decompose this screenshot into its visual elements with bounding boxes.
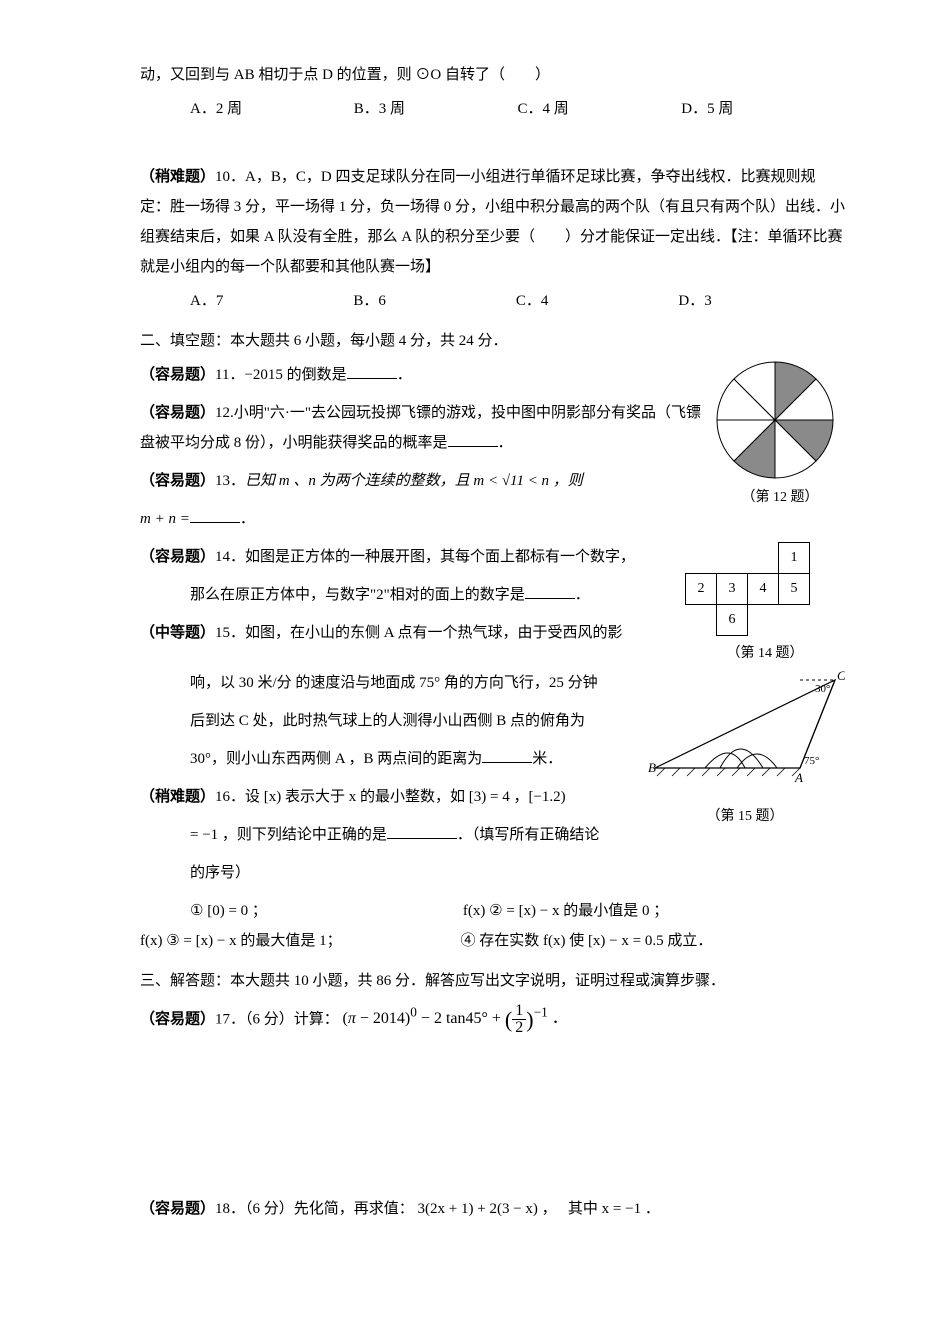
q10-choices: A．7 B．6 C．4 D．3 xyxy=(190,286,845,316)
q18-expr: 3(2x + 1) + 2(3 − x) ， xyxy=(418,1201,550,1217)
q17-expression: (π − 2014)0 − 2 tan45° + (12)−1 ． xyxy=(343,1010,568,1027)
q16-line3: 的序号） xyxy=(190,858,845,888)
q10-num: 10． xyxy=(215,169,245,185)
q14-text-a: 如图是正方体的一种展开图，其每个面上都标有一个数字， xyxy=(245,549,635,565)
q16-blank xyxy=(387,823,457,839)
q13-line2-a: m + n = xyxy=(140,511,190,527)
point-c-label: C xyxy=(837,668,845,683)
pie-chart-icon xyxy=(715,360,835,480)
q10-choice-a: A．7 xyxy=(190,286,223,316)
q17-text: （6 分）计算： xyxy=(245,1011,339,1027)
q16-subitems-row2: f(x) ③ = [x) − x 的最大值是 1； ④ 存在实数 f(x) 使 … xyxy=(140,926,845,956)
q18-text-b: 其中 x = −1 ． xyxy=(568,1201,660,1217)
fig-q15: 30° 75° B A C （第 15 题） xyxy=(645,668,845,831)
q14-blank xyxy=(525,583,575,599)
q9-choice-c: C．4 周 xyxy=(518,94,682,124)
q14-line2-b: ． xyxy=(575,587,590,603)
q15-blank xyxy=(482,747,532,763)
angle-75-label: 75° xyxy=(804,755,819,767)
angle-30-label: 30° xyxy=(815,683,830,695)
q17: （容易题）17．（6 分）计算： (π − 2014)0 − 2 tan45° … xyxy=(140,1000,845,1036)
q10-choice-b: B．6 xyxy=(353,286,386,316)
section2-header: 二、填空题：本大题共 6 小题，每小题 4 分，共 24 分． xyxy=(140,326,845,356)
q11-tag: （容易题） xyxy=(140,367,215,383)
point-b-label: B xyxy=(648,760,656,775)
q10-tag: （稍难题） xyxy=(140,169,215,185)
q13-num: 13． xyxy=(215,473,245,489)
q18-text-a: （6 分）先化简，再求值： xyxy=(245,1201,414,1217)
q10-choice-d: D．3 xyxy=(678,286,711,316)
triangle-diagram-icon: 30° 75° B A C xyxy=(645,668,845,788)
q15-tag: （中等题） xyxy=(140,625,215,641)
q16-sub1: ① [0) = 0 ； xyxy=(190,896,463,926)
q14-line2-a: 那么在原正方体中，与数字"2"相对的面上的数字是 xyxy=(190,587,525,603)
q16-line2-b: ．（填写所有正确结论 xyxy=(457,827,600,843)
q15-num: 15． xyxy=(215,625,245,641)
q11-blank xyxy=(347,363,397,379)
q13-line2-b: ． xyxy=(240,511,255,527)
q18-num: 18． xyxy=(215,1201,245,1217)
q16-sub2: f(x) ② = [x) − x 的最小值是 0 ； xyxy=(463,896,845,926)
q16-num: 16． xyxy=(215,789,245,805)
fig-q15-caption: （第 15 题） xyxy=(645,803,845,831)
q9-continuation: 动，又回到与 AB 相切于点 D 的位置，则 ⊙O 自转了（ ） A．2 周 B… xyxy=(140,60,845,124)
q14-num: 14． xyxy=(215,549,245,565)
section3-header: 三、解答题：本大题共 10 小题，共 86 分．解答应写出文字说明，证明过程或演… xyxy=(140,966,845,996)
q18-tag: （容易题） xyxy=(140,1201,215,1217)
fig-q14-caption: （第 14 题） xyxy=(685,640,845,668)
q16-line2-a: = −1 ，则下列结论中正确的是 xyxy=(190,827,387,843)
q9-choices: A．2 周 B．3 周 C．4 周 D．5 周 xyxy=(190,94,845,124)
q12-blank xyxy=(448,431,498,447)
q15-line4-a: 30°，则小山东西两侧 A ，B 两点间的距离为 xyxy=(190,751,482,767)
q10-text: A，B，C，D 四支足球队分在同一小组进行单循环足球比赛，争夺出线权．比赛规则规… xyxy=(140,169,845,275)
q13-blank xyxy=(190,507,240,523)
q12-num: 12. xyxy=(215,405,234,421)
q11-text-b: ． xyxy=(397,367,412,383)
q11-num: 11． xyxy=(215,367,244,383)
q13-tag: （容易题） xyxy=(140,473,215,489)
q17-num: 17． xyxy=(215,1011,245,1027)
q14-tag: （容易题） xyxy=(140,549,215,565)
q13-text-a: 已知 m 、n 为两个连续的整数，且 m < √11 < n ，则 xyxy=(245,473,583,489)
q10: （稍难题）10．A，B，C，D 四支足球队分在同一小组进行单循环足球比赛，争夺出… xyxy=(140,162,845,316)
q12-tag: （容易题） xyxy=(140,405,215,421)
q12-text-b: ． xyxy=(498,435,513,451)
q17-tag: （容易题） xyxy=(140,1011,215,1027)
q15-line4-b: 米． xyxy=(532,751,562,767)
q9-text: 动，又回到与 AB 相切于点 D 的位置，则 ⊙O 自转了（ ） xyxy=(140,67,550,83)
q16-tag: （稍难题） xyxy=(140,789,215,805)
q9-choice-a: A．2 周 xyxy=(190,94,354,124)
q9-choice-d: D．5 周 xyxy=(681,94,845,124)
q16-text-a: 设 [x) 表示大于 x 的最小整数，如 [3) = 4 ，[−1.2) xyxy=(245,789,566,805)
fig-q12: （第 12 题） xyxy=(715,360,845,512)
q9-choice-b: B．3 周 xyxy=(354,94,518,124)
fig-q14: 123456 （第 14 题） xyxy=(685,542,845,668)
fig-q12-caption: （第 12 题） xyxy=(715,484,845,512)
q18: （容易题）18．（6 分）先化简，再求值： 3(2x + 1) + 2(3 − … xyxy=(140,1194,845,1224)
point-a-label: A xyxy=(794,770,803,785)
q16-sub4: ④ 存在实数 f(x) 使 [x) − x = 0.5 成立． xyxy=(460,926,845,956)
q16-subitems-row1: ① [0) = 0 ； f(x) ② = [x) − x 的最小值是 0 ； xyxy=(190,896,845,926)
q11-text-a: −2015 的倒数是 xyxy=(244,367,346,383)
q15-line1: 如图，在小山的东侧 A 点有一个热气球，由于受西风的影 xyxy=(245,625,623,641)
q16-sub3: f(x) ③ = [x) − x 的最大值是 1； xyxy=(140,926,460,956)
q10-choice-c: C．4 xyxy=(516,286,549,316)
cube-net-table: 123456 xyxy=(685,542,841,636)
